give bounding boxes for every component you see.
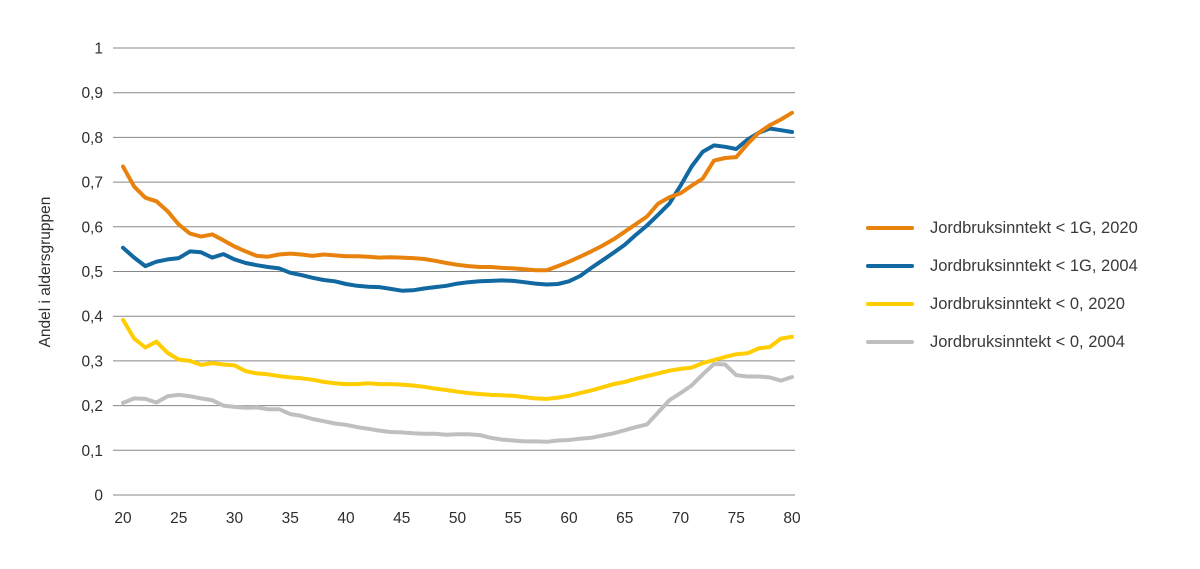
legend: Jordbruksinntekt < 1G, 2020 Jordbruksinn… bbox=[866, 214, 1196, 366]
y-tick-label: 0 bbox=[94, 488, 103, 505]
x-tick-label: 60 bbox=[560, 510, 578, 527]
legend-label: Jordbruksinntekt < 1G, 2020 bbox=[930, 218, 1138, 237]
y-tick-label: 0,9 bbox=[81, 85, 103, 102]
y-tick-label: 0,8 bbox=[81, 130, 103, 147]
x-tick-label: 75 bbox=[728, 510, 745, 527]
legend-swatch-orange-line-icon bbox=[866, 226, 914, 230]
legend-swatch-gray-line-icon bbox=[866, 340, 914, 344]
y-tick-label: 1 bbox=[94, 41, 103, 58]
x-tick-label: 30 bbox=[226, 510, 244, 527]
series-line-jordbruksinntekt-1g-2020 bbox=[121, 110, 794, 273]
y-tick-label: 0,2 bbox=[81, 398, 103, 415]
series-line-jordbruksinntekt-0-2020 bbox=[121, 317, 794, 401]
y-tick-label: 0,4 bbox=[81, 309, 103, 326]
x-tick-label: 35 bbox=[282, 510, 299, 527]
y-tick-label: 0,1 bbox=[81, 443, 103, 460]
legend-item: Jordbruksinntekt < 0, 2004 bbox=[866, 328, 1196, 356]
x-tick-label: 40 bbox=[337, 510, 355, 527]
y-tick-label: 0,7 bbox=[81, 175, 103, 192]
x-tick-label: 80 bbox=[783, 510, 801, 527]
x-tick-label: 25 bbox=[170, 510, 187, 527]
legend-item: Jordbruksinntekt < 1G, 2004 bbox=[866, 252, 1196, 280]
legend-label: Jordbruksinntekt < 0, 2004 bbox=[930, 332, 1125, 351]
x-tick-label: 55 bbox=[505, 510, 522, 527]
legend-label: Jordbruksinntekt < 1G, 2004 bbox=[930, 256, 1138, 275]
legend-item: Jordbruksinntekt < 0, 2020 bbox=[866, 290, 1196, 318]
legend-item: Jordbruksinntekt < 1G, 2020 bbox=[866, 214, 1196, 242]
y-tick-label: 0,6 bbox=[81, 219, 103, 236]
x-tick-label: 65 bbox=[616, 510, 633, 527]
x-tick-label: 50 bbox=[449, 510, 467, 527]
y-tick-label: 0,5 bbox=[81, 264, 103, 281]
y-tick-label: 0,3 bbox=[81, 353, 103, 370]
series-line-jordbruksinntekt-0-2004 bbox=[121, 362, 794, 444]
y-axis-title: Andel i aldersgruppen bbox=[37, 196, 54, 348]
x-tick-label: 45 bbox=[393, 510, 410, 527]
x-tick-label: 70 bbox=[672, 510, 690, 527]
legend-swatch-blue-line-icon bbox=[866, 264, 914, 268]
legend-label: Jordbruksinntekt < 0, 2020 bbox=[930, 294, 1125, 313]
legend-swatch-yellow-line-icon bbox=[866, 302, 914, 306]
x-tick-label: 20 bbox=[114, 510, 132, 527]
series-line-jordbruksinntekt-1g-2004 bbox=[121, 126, 794, 293]
